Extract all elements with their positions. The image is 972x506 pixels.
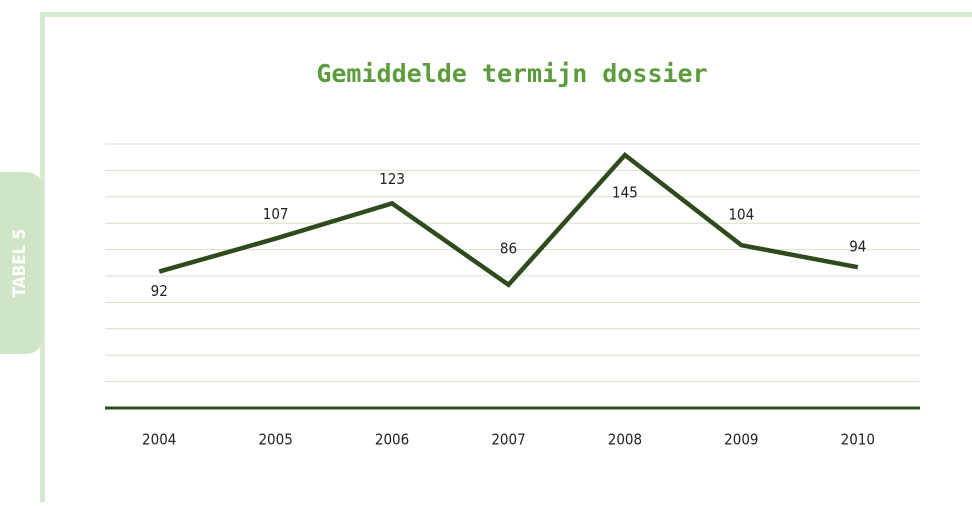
x-tick-label: 2005 — [258, 431, 292, 449]
frame-top — [40, 12, 972, 17]
data-label: 86 — [500, 239, 517, 257]
x-tick-label: 2006 — [375, 431, 409, 449]
data-label: 123 — [379, 170, 405, 188]
data-label: 145 — [612, 184, 638, 202]
data-line — [158, 151, 859, 288]
x-tick-label: 2010 — [841, 431, 875, 449]
side-tab — [0, 172, 44, 354]
x-tick-label: 2009 — [724, 431, 758, 449]
chart-title: Gemiddelde termijn dossier — [316, 59, 707, 88]
data-label: 104 — [728, 206, 754, 224]
side-tab-label: TABEL 5 — [10, 229, 30, 298]
data-label: 92 — [151, 282, 168, 300]
data-label: 107 — [263, 205, 289, 223]
x-tick-label: 2004 — [142, 431, 176, 449]
x-tick-label: 2007 — [491, 431, 525, 449]
data-label: 94 — [849, 238, 866, 256]
x-tick-label: 2008 — [608, 431, 642, 449]
